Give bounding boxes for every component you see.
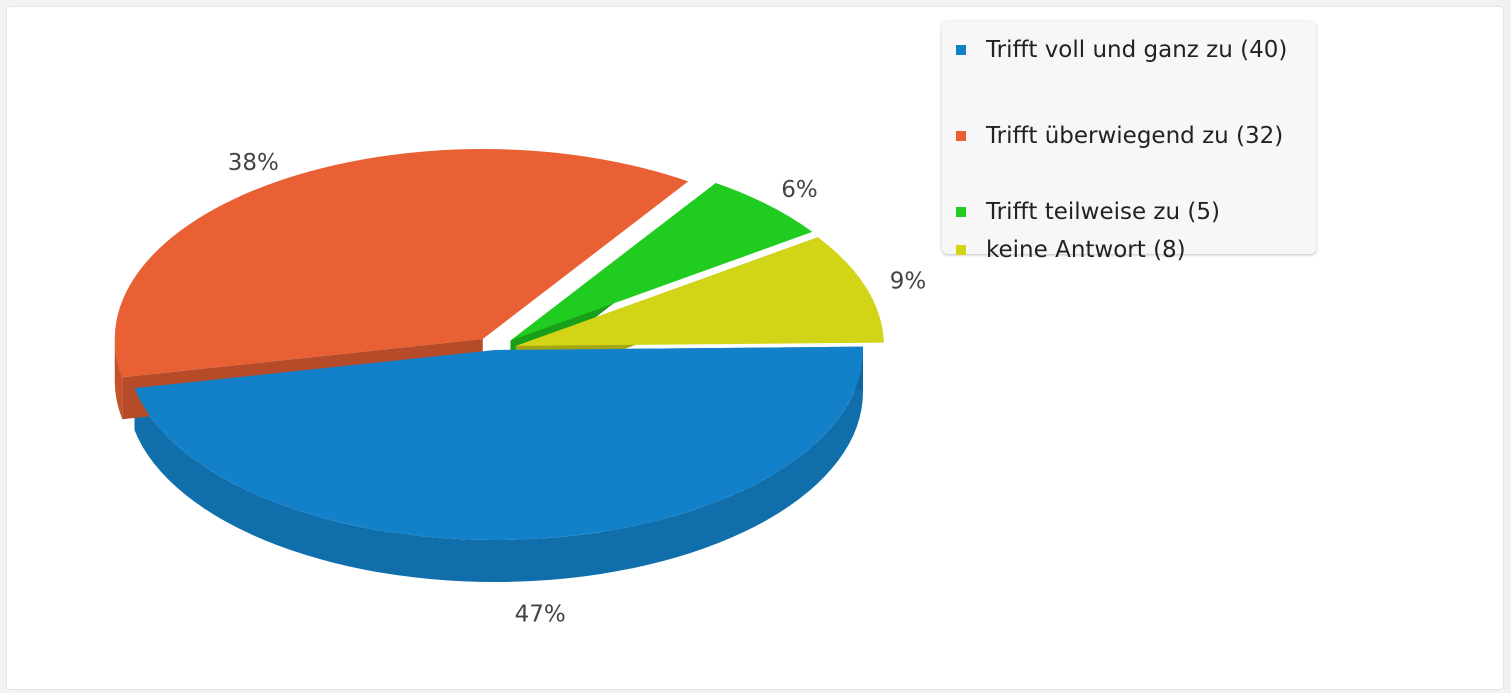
- slice-percent-label: 9%: [890, 268, 927, 294]
- pie-slice[interactable]: [515, 237, 884, 346]
- legend-swatch: [956, 45, 966, 55]
- legend: Trifft voll und ganz zu (40) Trifft über…: [942, 21, 1316, 263]
- legend-swatch: [956, 131, 966, 141]
- legend-label: Trifft teilweise zu (5): [986, 199, 1220, 225]
- slice-percent-label: 47%: [515, 602, 566, 628]
- legend-swatch: [956, 207, 966, 217]
- pie-slice[interactable]: [510, 182, 813, 341]
- legend-label: keine Antwort (8): [986, 237, 1186, 263]
- slice-percent-label: 38%: [228, 150, 279, 176]
- pie-slice[interactable]: [114, 149, 689, 378]
- pie-slice[interactable]: [134, 346, 864, 540]
- legend-label: Trifft überwiegend zu (32): [986, 123, 1284, 149]
- pie-slice-side: [114, 339, 123, 420]
- legend-label: Trifft voll und ganz zu (40): [986, 37, 1288, 63]
- slice-percent-label: 6%: [781, 177, 818, 203]
- pie-slice-side: [134, 350, 864, 582]
- legend-swatch: [956, 245, 966, 255]
